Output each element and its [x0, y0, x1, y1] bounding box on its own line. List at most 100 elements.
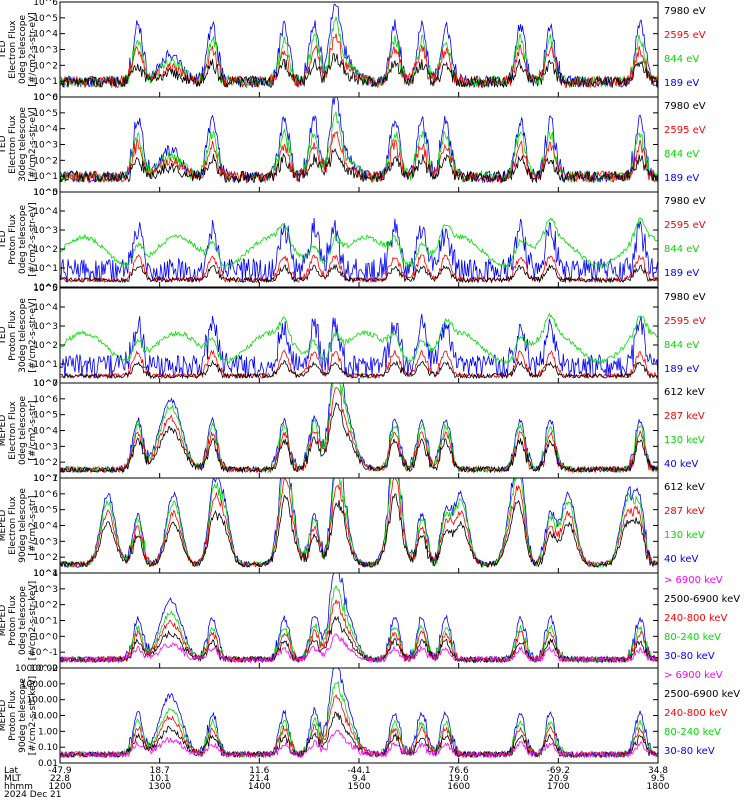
series-8-2500-6900-kev: [60, 711, 658, 759]
y-tick-label: 10^6: [33, 490, 58, 500]
x-tick-label: 1700: [547, 782, 570, 792]
y-tick-label: 10^3: [33, 141, 58, 151]
y-tick-label: 10^4: [33, 427, 58, 437]
y-tick-label: 10^7: [33, 379, 58, 389]
x-tick-label: 9.5: [651, 774, 665, 784]
y-tick-label: 10^3: [33, 537, 58, 547]
x-tick-label: 1800: [647, 782, 670, 792]
series-7-2500-6900-kev: [60, 615, 658, 664]
y-tick-label: 10^4: [33, 30, 58, 40]
series-3-844-ev: [60, 217, 658, 269]
x-tick-label: 22.8: [50, 774, 70, 784]
y-tick-label: 10^0: [33, 188, 58, 198]
y-axis-label-line: TED: [0, 40, 8, 59]
y-tick-label: 10^-2: [30, 664, 58, 674]
legend-entry: 612 keV: [664, 482, 705, 493]
panel-traces: [60, 478, 658, 569]
series-3-7980-ev: [60, 263, 658, 284]
x-tick-label: 18.7: [150, 766, 170, 776]
x-row-label: Lat: [4, 766, 19, 776]
y-tick-label: 10^5: [33, 411, 58, 421]
y-axis-label-line: 90deg telescope: [18, 678, 28, 753]
y-tick-label: 10^1: [33, 360, 58, 370]
y-tick-label: 100.00: [27, 696, 59, 706]
panel-7: 10^-2 10^-1 10^0 10^1 10^2 10^3 10^4 MEPED Proto…: [0, 569, 740, 674]
x-tick-label: 20.9: [548, 774, 568, 784]
legend-entry: 40 keV: [664, 554, 698, 565]
y-tick-label: 10^5: [33, 14, 58, 24]
y-axis-label-line: Proton Flux: [8, 310, 18, 361]
legend-entry: 80-240 keV: [664, 632, 721, 643]
y-tick-label: 10^1: [33, 172, 58, 182]
series-1-7980-ev: [60, 53, 658, 89]
y-axis-label-line: Proton Flux: [8, 214, 18, 265]
y-tick-label: 0.01: [38, 759, 58, 769]
series-6-40-kev: [60, 478, 658, 568]
x-tick-label: 1500: [348, 782, 371, 792]
y-tick-label: 0.10: [38, 743, 58, 753]
y-tick-label: 10^1: [33, 264, 58, 274]
y-tick-label: 10^3: [33, 46, 58, 56]
x-row-label: hhmm: [4, 782, 33, 792]
x-row-label: MLT: [4, 774, 22, 784]
panel-traces: [60, 312, 658, 380]
legend-entry: 2595 eV: [664, 316, 706, 327]
y-tick-label: 10^5: [33, 284, 58, 294]
x-tick-label: 19.0: [449, 774, 469, 784]
series-3-189-ev: [60, 217, 658, 284]
y-tick-label: 10^5: [33, 188, 58, 198]
y-axis-label-line: [#/cm2-s-str-keV]: [28, 676, 38, 755]
legend-entry: 130 keV: [664, 530, 705, 541]
y-tick-label: 10^6: [33, 395, 58, 405]
panel-traces: [60, 3, 658, 89]
legend-entry: 240-800 keV: [664, 613, 728, 624]
x-tick-label: 1400: [248, 782, 271, 792]
y-tick-label: 10^6: [33, 0, 58, 8]
y-axis-label-line: 30deg telescope: [18, 298, 28, 373]
y-axis-label-line: [#/cm2-s-str-keV]: [28, 581, 38, 660]
y-tick-label: 1.00: [38, 727, 58, 737]
x-tick-label: 10.1: [150, 774, 170, 784]
y-tick-label: 10^2: [33, 601, 58, 611]
y-axis-label-line: Electron Flux: [8, 496, 18, 555]
y-tick-label: 10^4: [33, 522, 58, 532]
y-tick-label: 10^7: [33, 474, 58, 484]
x-tick-label: 21.4: [249, 774, 269, 784]
x-tick-label: -47.9: [48, 766, 72, 776]
x-row-label: 2024 Dec 21: [4, 790, 62, 800]
x-tick-label: 1300: [148, 782, 171, 792]
y-tick-label: 10^-1: [30, 648, 58, 658]
x-tick-label: -69.2: [547, 766, 570, 776]
legend-entry: 2595 eV: [664, 30, 706, 41]
series-8-30-80-kev: [60, 668, 658, 759]
series-6-130-kev: [60, 478, 658, 569]
y-axis-label-line: [#/cm2-s-str-eV]: [28, 202, 38, 277]
legend-entry: > 6900 keV: [664, 575, 723, 586]
series-8--6900-kev: [60, 729, 658, 759]
y-axis-label-line: MEPED: [0, 510, 8, 542]
y-tick-label: 10000.00: [15, 664, 58, 674]
y-tick-label: 10^2: [33, 61, 58, 71]
legend-entry: 2500-6900 keV: [664, 689, 740, 700]
y-axis-label-line: 0deg telescope: [18, 396, 28, 466]
y-axis-label-line: TED: [0, 230, 8, 249]
legend-entry: 2500-6900 keV: [664, 594, 740, 605]
panel-traces: [60, 668, 658, 759]
y-axis-label-line: 0deg telescope: [18, 15, 28, 85]
y-axis-label-line: [#/cm2-s-str]: [28, 495, 38, 555]
legend-entry: 30-80 keV: [664, 651, 715, 662]
y-tick-label: 10^3: [33, 226, 58, 236]
legend-entry: 2595 eV: [664, 220, 706, 231]
y-tick-label: 10^2: [33, 341, 58, 351]
series-4-7980-ev: [60, 359, 658, 380]
panel-5: 10^1 10^2 10^3 10^4 10^5 10^6 10^7 MEPED Electro…: [0, 379, 705, 484]
series-7--6900-kev: [60, 633, 658, 664]
panel-6: 10^1 10^2 10^3 10^4 10^5 10^6 10^7 MEPED Electro…: [0, 474, 705, 579]
legend-entry: 189 eV: [664, 173, 699, 184]
y-tick-label: 10^6: [33, 93, 58, 103]
x-tick-label: 1200: [49, 782, 72, 792]
panel-traces: [60, 217, 658, 284]
x-tick-label: 34.8: [648, 766, 668, 776]
y-axis-label-line: Electron Flux: [8, 115, 18, 174]
panel-traces: [60, 573, 658, 664]
